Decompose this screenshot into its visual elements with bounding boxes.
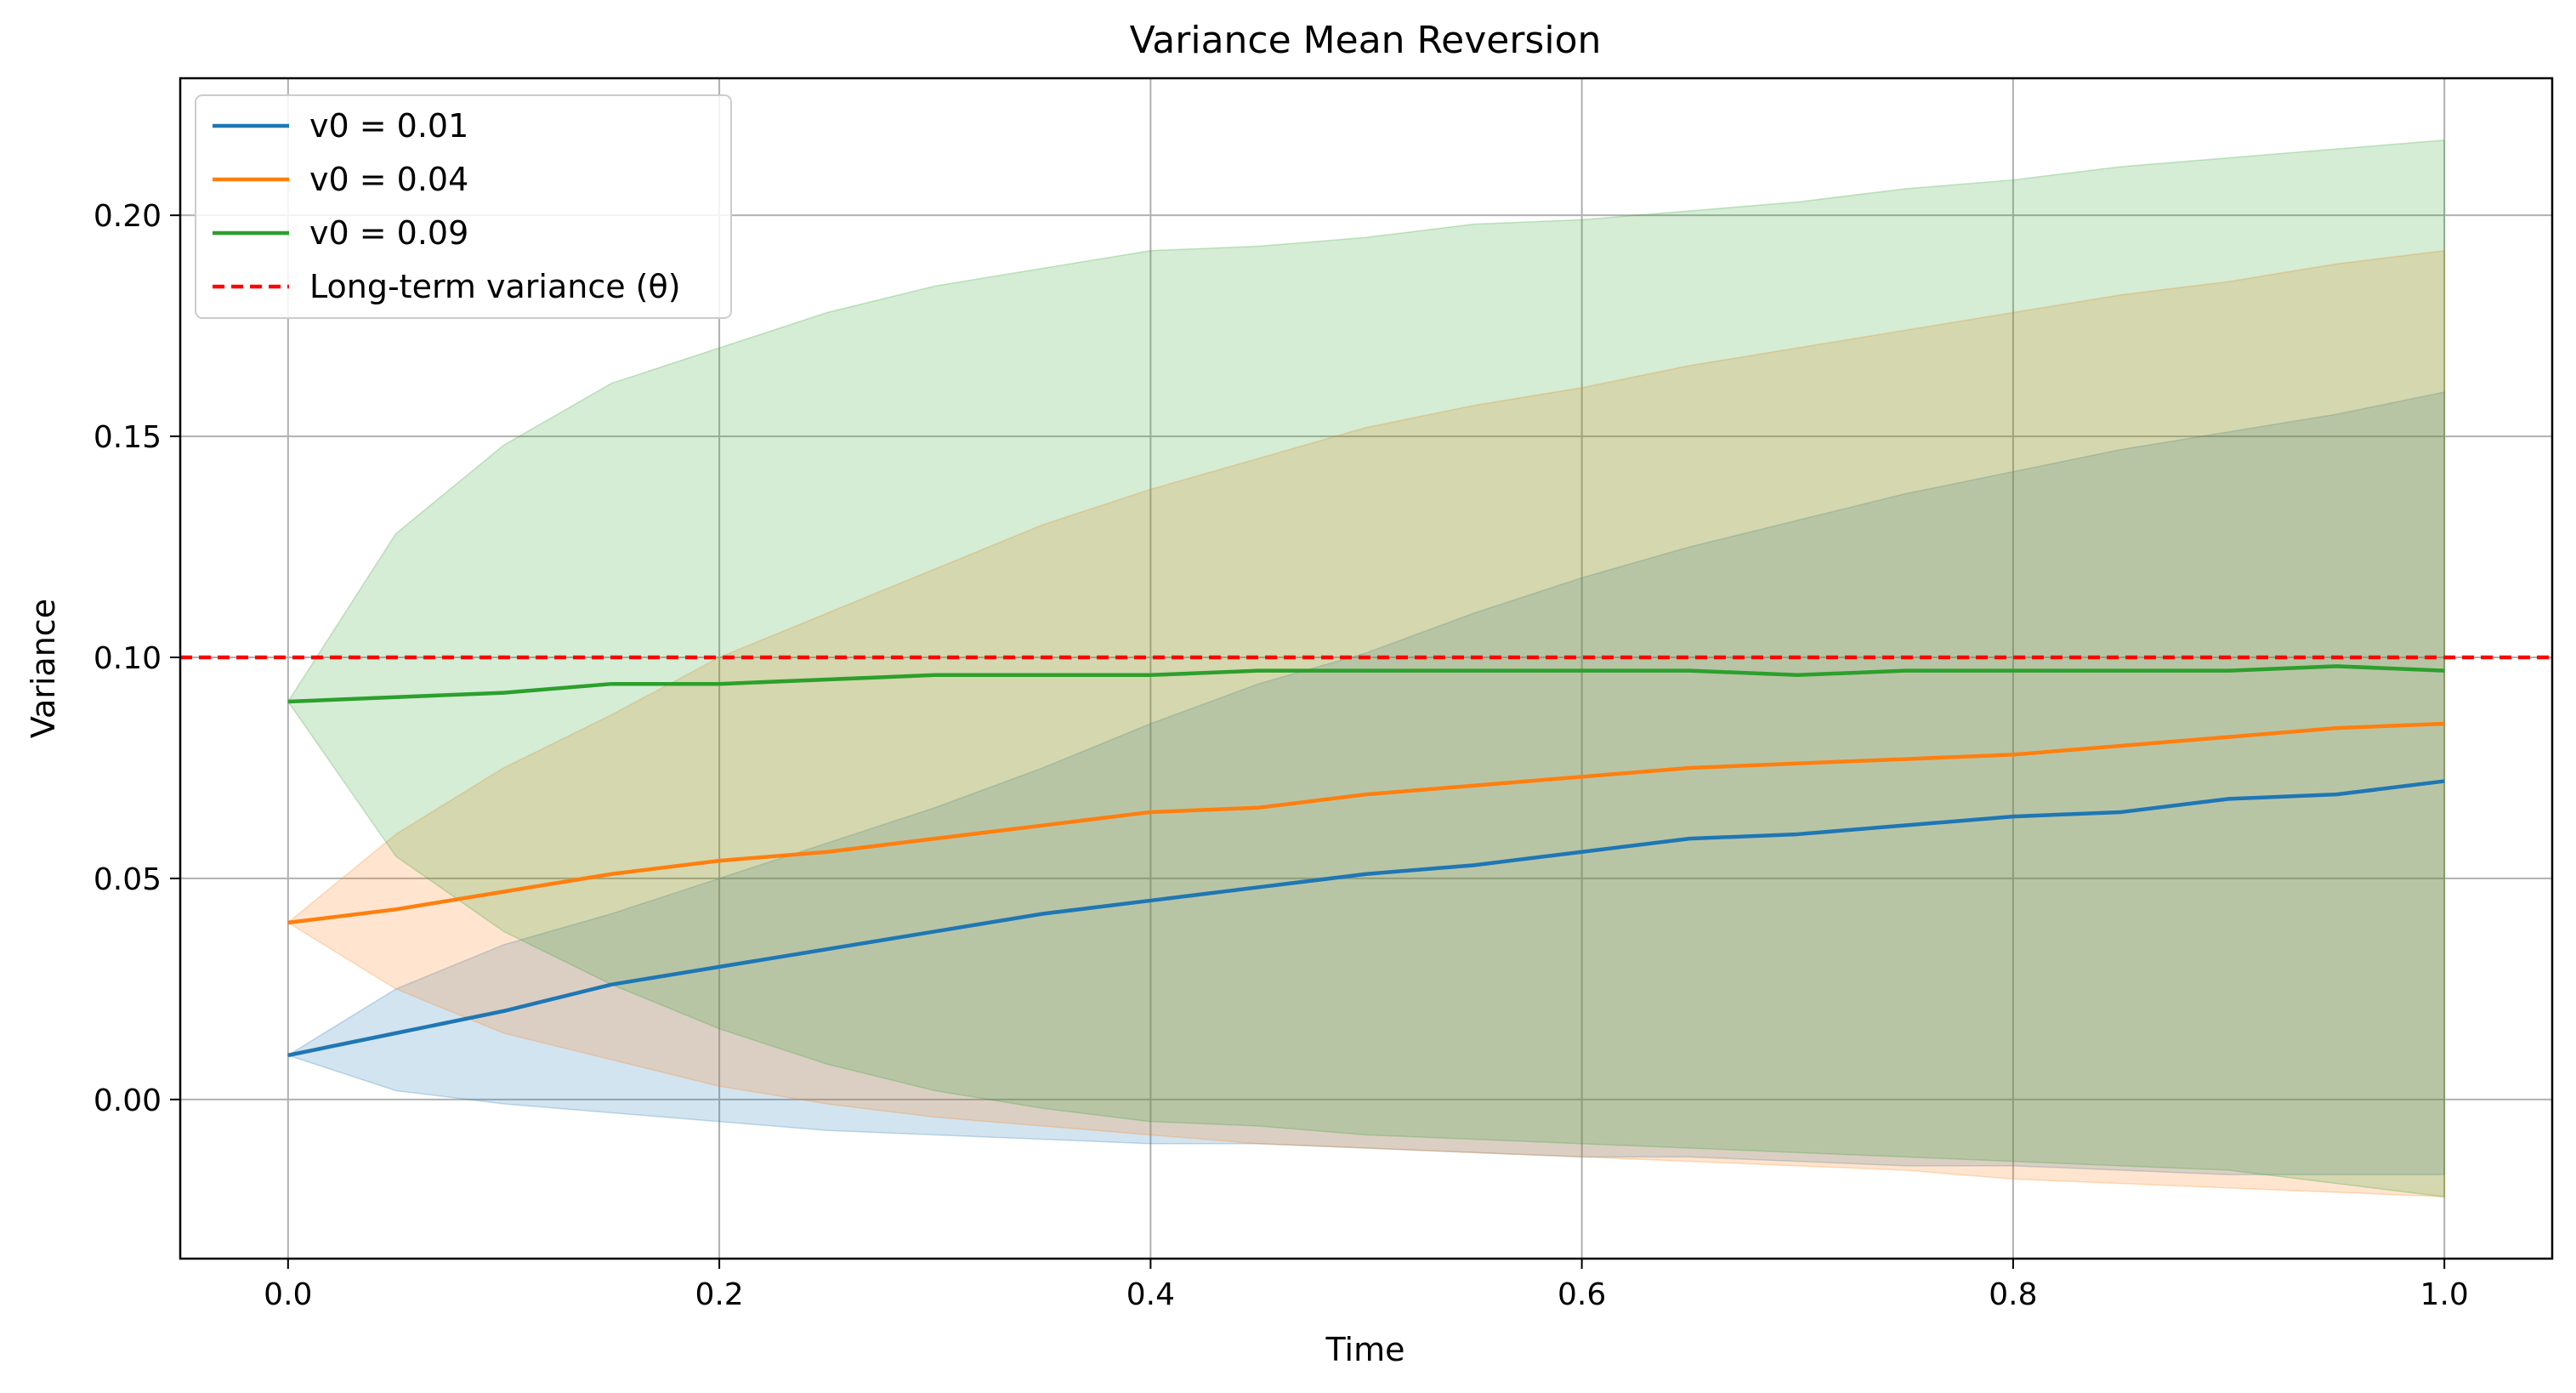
- y-axis-ticks: 0.00 0.05 0.10 0.15 0.20: [94, 199, 180, 1118]
- legend: v0 = 0.01 v0 = 0.04 v0 = 0.09 Long-term …: [195, 94, 732, 319]
- legend-label-series-2: v0 = 0.04: [309, 161, 468, 198]
- plot-frame: [179, 77, 2554, 1260]
- legend-box: [195, 94, 732, 319]
- y-tick-label: 0.20: [94, 199, 162, 234]
- line-series-2: [287, 721, 2445, 925]
- y-axis-label: Variance: [25, 599, 62, 738]
- x-tick-label: 0.6: [1558, 1277, 1606, 1312]
- y-tick-label: 0.05: [94, 862, 162, 897]
- band-series-3: [287, 139, 2445, 1198]
- y-tick-label: 0.15: [94, 420, 162, 455]
- y-tick-label: 0.10: [94, 641, 162, 676]
- band-series-1: [287, 391, 2445, 1175]
- x-tick-label: 1.0: [2420, 1277, 2469, 1312]
- x-tick-label: 0.0: [264, 1277, 312, 1312]
- y-tick-label: 0.00: [94, 1083, 162, 1118]
- x-tick-label: 0.8: [1989, 1277, 2037, 1312]
- legend-label-series-1: v0 = 0.01: [309, 107, 468, 145]
- x-axis-label: Time: [1325, 1331, 1405, 1368]
- legend-label-reference: Long-term variance (θ): [309, 268, 681, 305]
- legend-label-series-3: v0 = 0.09: [309, 214, 468, 252]
- x-tick-label: 0.2: [695, 1277, 743, 1312]
- series-lines: [287, 664, 2445, 1058]
- x-tick-label: 0.4: [1126, 1277, 1175, 1312]
- line-series-1: [287, 779, 2445, 1058]
- chart-title: Variance Mean Reversion: [1130, 19, 1602, 62]
- line-series-3: [287, 664, 2445, 704]
- x-axis-ticks: 0.0 0.2 0.4 0.6 0.8 1.0: [264, 1259, 2469, 1312]
- confidence-bands: [287, 139, 2445, 1198]
